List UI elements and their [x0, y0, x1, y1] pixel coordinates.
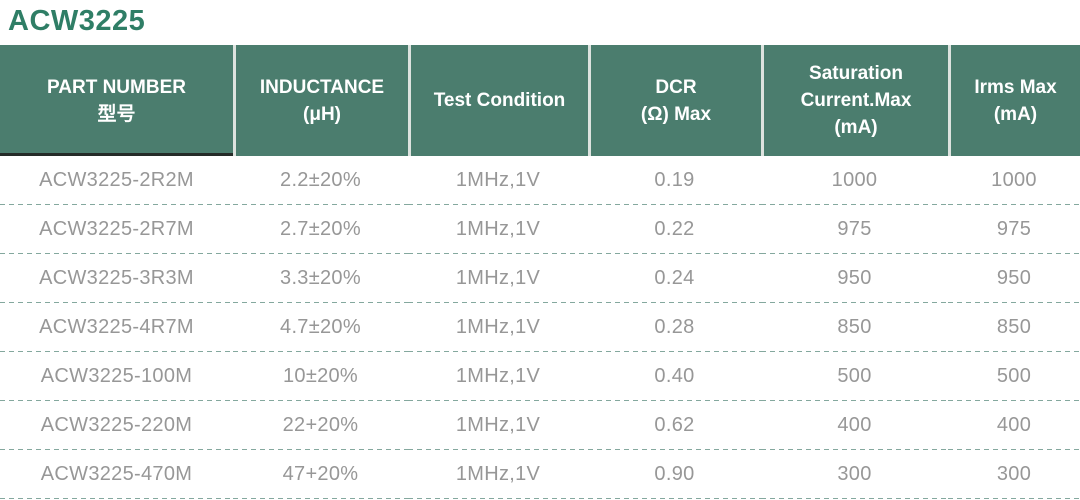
- cell-part-number: ACW3225-3R3M: [0, 254, 233, 303]
- column-header-line: Irms Max: [974, 76, 1057, 98]
- cell-inductance: 2.2±20%: [233, 156, 408, 205]
- column-header-line: (Ω) Max: [640, 103, 712, 125]
- cell-irms: 975: [948, 205, 1080, 254]
- table-row: ACW3225-4R7M 4.7±20% 1MHz,1V 0.28 850 850: [0, 303, 1080, 352]
- cell-inductance: 4.7±20%: [233, 303, 408, 352]
- cell-saturation: 950: [761, 254, 948, 303]
- column-header-saturation: Saturation Current.Max (mA): [761, 45, 948, 156]
- cell-inductance: 10±20%: [233, 352, 408, 401]
- cell-test-condition: 1MHz,1V: [408, 205, 588, 254]
- cell-saturation: 400: [761, 401, 948, 450]
- column-header-dcr: DCR (Ω) Max: [588, 45, 761, 156]
- column-header-line: (μH): [303, 103, 341, 125]
- cell-test-condition: 1MHz,1V: [408, 352, 588, 401]
- cell-irms: 1000: [948, 156, 1080, 205]
- cell-inductance: 2.7±20%: [233, 205, 408, 254]
- table-body: ACW3225-2R2M 2.2±20% 1MHz,1V 0.19 1000 1000 AC…: [0, 156, 1080, 499]
- cell-irms: 850: [948, 303, 1080, 352]
- cell-dcr: 0.24: [588, 254, 761, 303]
- cell-dcr: 0.40: [588, 352, 761, 401]
- cell-dcr: 0.90: [588, 450, 761, 499]
- column-header-line: DCR: [655, 76, 697, 98]
- cell-dcr: 0.28: [588, 303, 761, 352]
- column-header-line: Saturation: [809, 63, 903, 84]
- cell-irms: 500: [948, 352, 1080, 401]
- column-header-line: INDUCTANCE: [259, 76, 385, 98]
- cell-inductance: 22+20%: [233, 401, 408, 450]
- cell-saturation: 300: [761, 450, 948, 499]
- column-header-line: (mA): [834, 117, 878, 138]
- cell-part-number: ACW3225-220M: [0, 401, 233, 450]
- cell-inductance: 47+20%: [233, 450, 408, 499]
- column-header-line: (mA): [993, 103, 1038, 125]
- cell-saturation: 500: [761, 352, 948, 401]
- cell-dcr: 0.22: [588, 205, 761, 254]
- cell-part-number: ACW3225-2R2M: [0, 156, 233, 205]
- cell-dcr: 0.62: [588, 401, 761, 450]
- table-row: ACW3225-220M 22+20% 1MHz,1V 0.62 400 400: [0, 401, 1080, 450]
- column-header-line: Test Condition: [433, 90, 566, 111]
- column-header-line: PART NUMBER: [47, 76, 186, 98]
- column-header-test-condition: Test Condition: [408, 45, 588, 156]
- cell-irms: 300: [948, 450, 1080, 499]
- cell-test-condition: 1MHz,1V: [408, 254, 588, 303]
- spec-table: PART NUMBER 型号 INDUCTANCE (μH) Test Conditio…: [0, 45, 1080, 499]
- cell-inductance: 3.3±20%: [233, 254, 408, 303]
- cell-saturation: 1000: [761, 156, 948, 205]
- table-row: ACW3225-2R7M 2.7±20% 1MHz,1V 0.22 975 975: [0, 205, 1080, 254]
- table-row: ACW3225-100M 10±20% 1MHz,1V 0.40 500 500: [0, 352, 1080, 401]
- cell-part-number: ACW3225-470M: [0, 450, 233, 499]
- column-header-inductance: INDUCTANCE (μH): [233, 45, 408, 156]
- cell-test-condition: 1MHz,1V: [408, 156, 588, 205]
- column-header-line: 型号: [97, 103, 136, 125]
- table-row: ACW3225-2R2M 2.2±20% 1MHz,1V 0.19 1000 1000: [0, 156, 1080, 205]
- cell-test-condition: 1MHz,1V: [408, 450, 588, 499]
- cell-dcr: 0.19: [588, 156, 761, 205]
- cell-part-number: ACW3225-2R7M: [0, 205, 233, 254]
- cell-saturation: 975: [761, 205, 948, 254]
- cell-test-condition: 1MHz,1V: [408, 303, 588, 352]
- column-header-part-number: PART NUMBER 型号: [0, 45, 233, 156]
- cell-saturation: 850: [761, 303, 948, 352]
- column-header-line: Current.Max: [800, 90, 912, 111]
- cell-test-condition: 1MHz,1V: [408, 401, 588, 450]
- cell-irms: 400: [948, 401, 1080, 450]
- table-head: PART NUMBER 型号 INDUCTANCE (μH) Test Conditio…: [0, 45, 1080, 156]
- cell-irms: 950: [948, 254, 1080, 303]
- cell-part-number: ACW3225-100M: [0, 352, 233, 401]
- column-header-irms: Irms Max (mA): [948, 45, 1080, 156]
- header-row: PART NUMBER 型号 INDUCTANCE (μH) Test Conditio…: [0, 45, 1080, 156]
- page-title: ACW3225: [8, 5, 146, 37]
- table-row: ACW3225-470M 47+20% 1MHz,1V 0.90 300 300: [0, 450, 1080, 499]
- cell-part-number: ACW3225-4R7M: [0, 303, 233, 352]
- table-row: ACW3225-3R3M 3.3±20% 1MHz,1V 0.24 950 950: [0, 254, 1080, 303]
